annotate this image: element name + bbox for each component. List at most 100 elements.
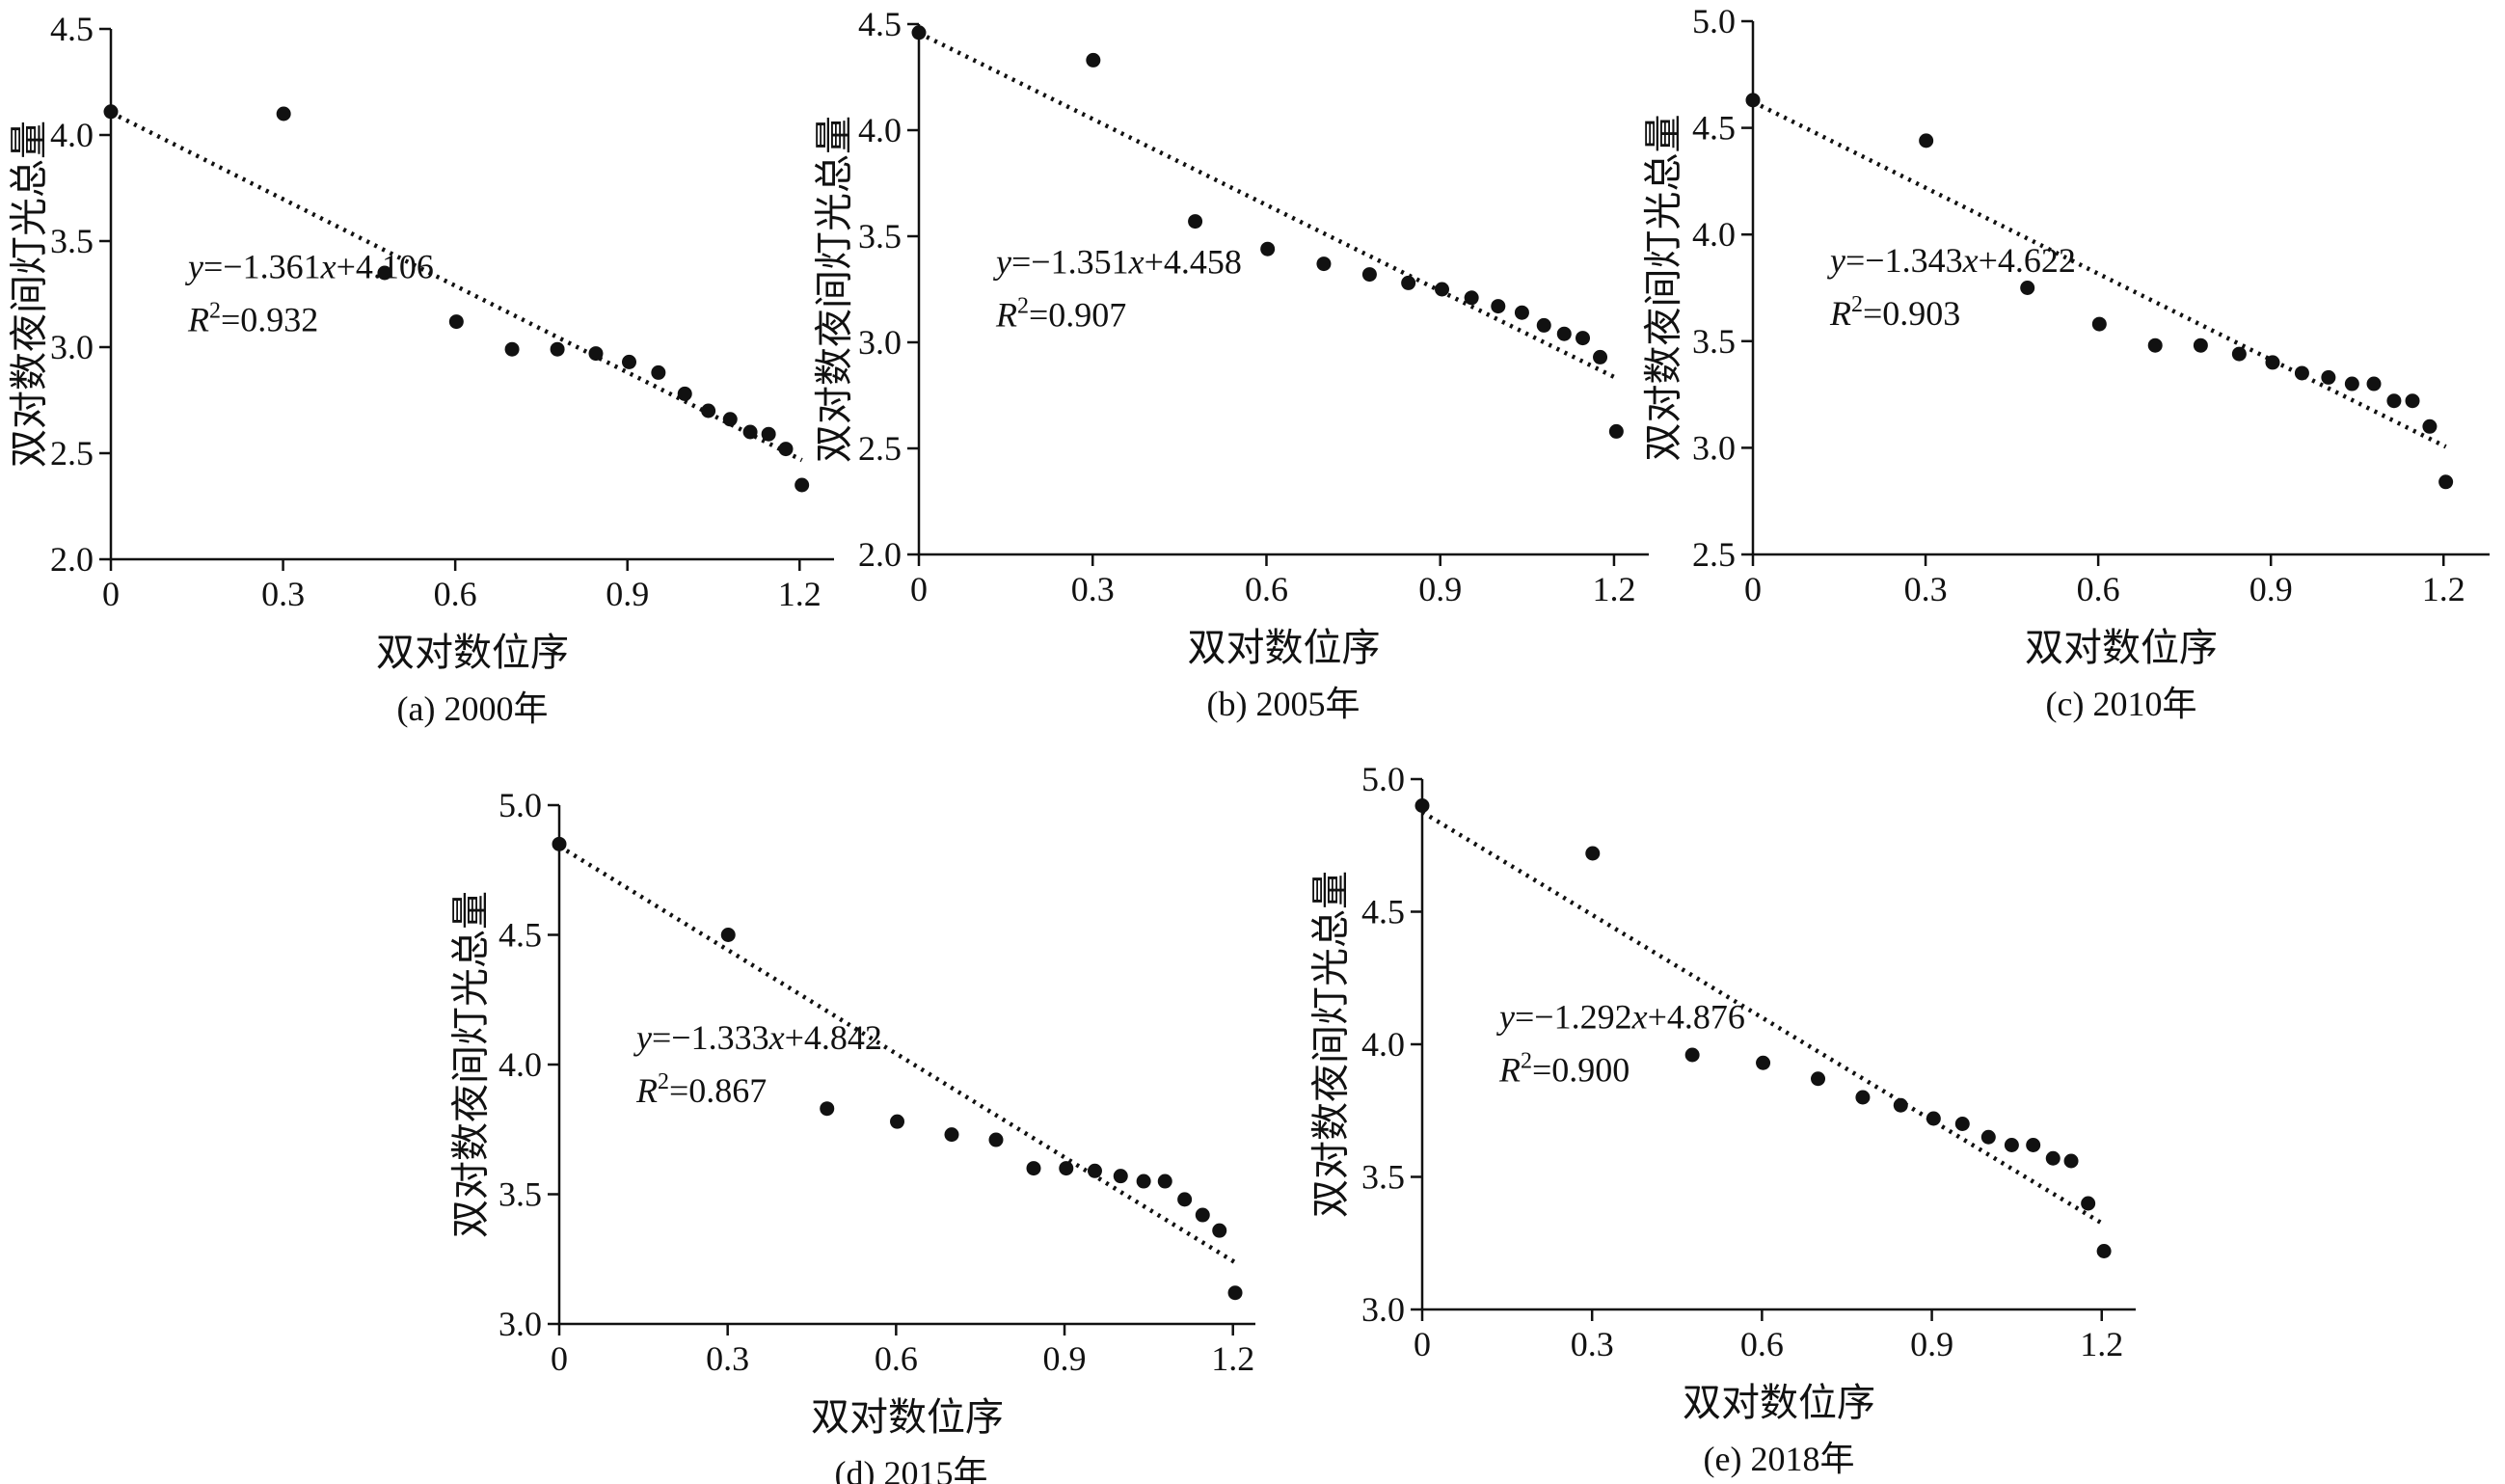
- data-point-1: [552, 836, 567, 851]
- data-point-15: [1212, 1223, 1227, 1238]
- x-axis-title: 双对数位序: [1683, 1381, 1875, 1424]
- equation-part-eq-rest: =−1.343: [1845, 241, 1963, 280]
- data-point-3: [820, 1101, 835, 1117]
- regression-equation: y=−1.351x+4.458: [993, 243, 1242, 282]
- r-superscript: 2: [1521, 1049, 1532, 1074]
- chart-panel-3: 2.5 3.0 3.5 4.0 4.5 5.0 0 0.3 0.6 0.9 1.2 双对数位序 双对数夜…: [1642, 2, 2490, 723]
- data-point-14: [1576, 331, 1591, 346]
- trend-line: [1751, 99, 2447, 449]
- data-point-12: [722, 412, 738, 427]
- data-point-16: [2438, 474, 2454, 490]
- x-tick-label: 0: [910, 570, 928, 608]
- y-tick-label: 4.5: [498, 916, 542, 955]
- y-tick-label: 4.0: [498, 1045, 542, 1084]
- chart-caption: (e) 2018年: [1704, 1440, 1855, 1478]
- x-tick-label: 1.2: [1211, 1339, 1254, 1378]
- data-point-13: [1556, 326, 1572, 341]
- y-tick-label: 2.0: [50, 540, 94, 579]
- equation-part-eq-rest: =−1.333: [652, 1018, 769, 1057]
- data-point-7: [1893, 1097, 1908, 1113]
- r-superscript: 2: [658, 1069, 669, 1094]
- data-point-5: [2147, 337, 2163, 353]
- data-point-6: [1361, 267, 1377, 283]
- x-tick-label: 0.3: [1904, 570, 1948, 608]
- data-point-4: [1260, 241, 1276, 256]
- equation-part-x: x: [768, 1018, 785, 1057]
- data-point-12: [2026, 1138, 2041, 1152]
- y-axis-title: 双对数夜间灯光总量: [449, 891, 493, 1238]
- data-point-13: [2045, 1150, 2061, 1166]
- y-tick-label: 4.0: [1361, 1025, 1405, 1064]
- equation-part-y: y: [1496, 998, 1515, 1037]
- regression-equation: y=−1.361x+4.106: [185, 248, 434, 286]
- x-tick-label: 0.6: [2077, 570, 2120, 608]
- y-tick-label: 2.5: [858, 429, 902, 468]
- x-tick-label: 0.3: [1071, 570, 1115, 608]
- data-point-13: [1177, 1192, 1193, 1207]
- equation-part-const: +4.622: [1979, 241, 2076, 280]
- y-axis-title: 双对数夜间灯光总量: [1309, 871, 1353, 1218]
- r-symbol: R: [1498, 1051, 1521, 1090]
- equation-part-x: x: [1631, 998, 1648, 1037]
- data-point-8: [2265, 355, 2280, 370]
- y-axis-title: 双对数夜间灯光总量: [1642, 115, 1685, 462]
- data-point-15: [1593, 349, 1608, 364]
- data-point-9: [651, 364, 666, 380]
- data-point-3: [1188, 214, 1203, 229]
- x-tick-label: 0: [551, 1339, 568, 1378]
- y-tick-label: 4.5: [50, 10, 94, 48]
- x-tick-label: 0: [1744, 570, 1762, 608]
- equation-part-x: x: [1962, 241, 1979, 280]
- data-point-14: [761, 426, 776, 442]
- data-point-7: [1401, 275, 1416, 290]
- data-point-6: [2193, 337, 2208, 353]
- x-tick-label: 0.9: [1043, 1339, 1087, 1378]
- x-tick-label: 0.9: [2249, 570, 2293, 608]
- data-point-8: [1926, 1111, 1941, 1126]
- data-point-12: [2366, 376, 2382, 391]
- equation-part-const: +4.876: [1648, 998, 1745, 1037]
- x-axis-title: 双对数位序: [376, 631, 569, 674]
- data-point-11: [2004, 1138, 2019, 1152]
- data-point-2: [1919, 133, 1934, 148]
- data-point-7: [588, 346, 604, 362]
- r-squared: R2=0.903: [1829, 292, 1960, 333]
- r-symbol: R: [187, 301, 209, 339]
- x-tick-label: 0.9: [1418, 570, 1462, 608]
- trend-line: [918, 31, 1618, 381]
- data-point-9: [2294, 365, 2309, 381]
- chart-panel-1: 2.0 2.5 3.0 3.5 4.0 4.5 0 0.3 0.6 0.9 1.2 双对数位序 双对数夜…: [8, 10, 834, 728]
- data-point-3: [377, 265, 392, 281]
- data-point-15: [778, 442, 794, 457]
- y-tick-label: 5.0: [1361, 760, 1405, 798]
- y-tick-label: 2.5: [1692, 535, 1736, 574]
- y-tick-label: 2.5: [50, 434, 94, 472]
- r-symbol: R: [995, 296, 1017, 335]
- equation-part-eq-rest: =−1.361: [203, 248, 321, 286]
- data-point-13: [742, 424, 758, 440]
- y-tick-label: 4.0: [50, 116, 94, 154]
- data-point-10: [677, 386, 692, 401]
- r-superscript: 2: [1017, 294, 1029, 319]
- data-point-16: [2096, 1244, 2112, 1258]
- data-point-3: [1684, 1047, 1700, 1063]
- x-axis-title: 双对数位序: [811, 1395, 1004, 1439]
- y-tick-label: 3.0: [858, 323, 902, 362]
- equation-part-x: x: [1128, 243, 1145, 282]
- regression-equation: y=−1.333x+4.842: [633, 1018, 882, 1057]
- y-axis-title: 双对数夜间灯光总量: [8, 121, 51, 468]
- x-tick-label: 0.6: [1245, 570, 1288, 608]
- x-tick-label: 1.2: [2422, 570, 2465, 608]
- r-squared: R2=0.932: [187, 299, 318, 339]
- data-point-4: [1756, 1055, 1771, 1070]
- data-point-2: [720, 928, 736, 942]
- r-superscript: 2: [209, 299, 221, 324]
- data-point-3: [2020, 281, 2035, 295]
- data-point-2: [1585, 846, 1601, 861]
- data-point-10: [1980, 1129, 1996, 1145]
- data-point-7: [2231, 346, 2247, 362]
- chart-caption: (a) 2000年: [397, 689, 549, 728]
- y-tick-label: 3.5: [858, 217, 902, 256]
- y-tick-label: 4.0: [858, 111, 902, 149]
